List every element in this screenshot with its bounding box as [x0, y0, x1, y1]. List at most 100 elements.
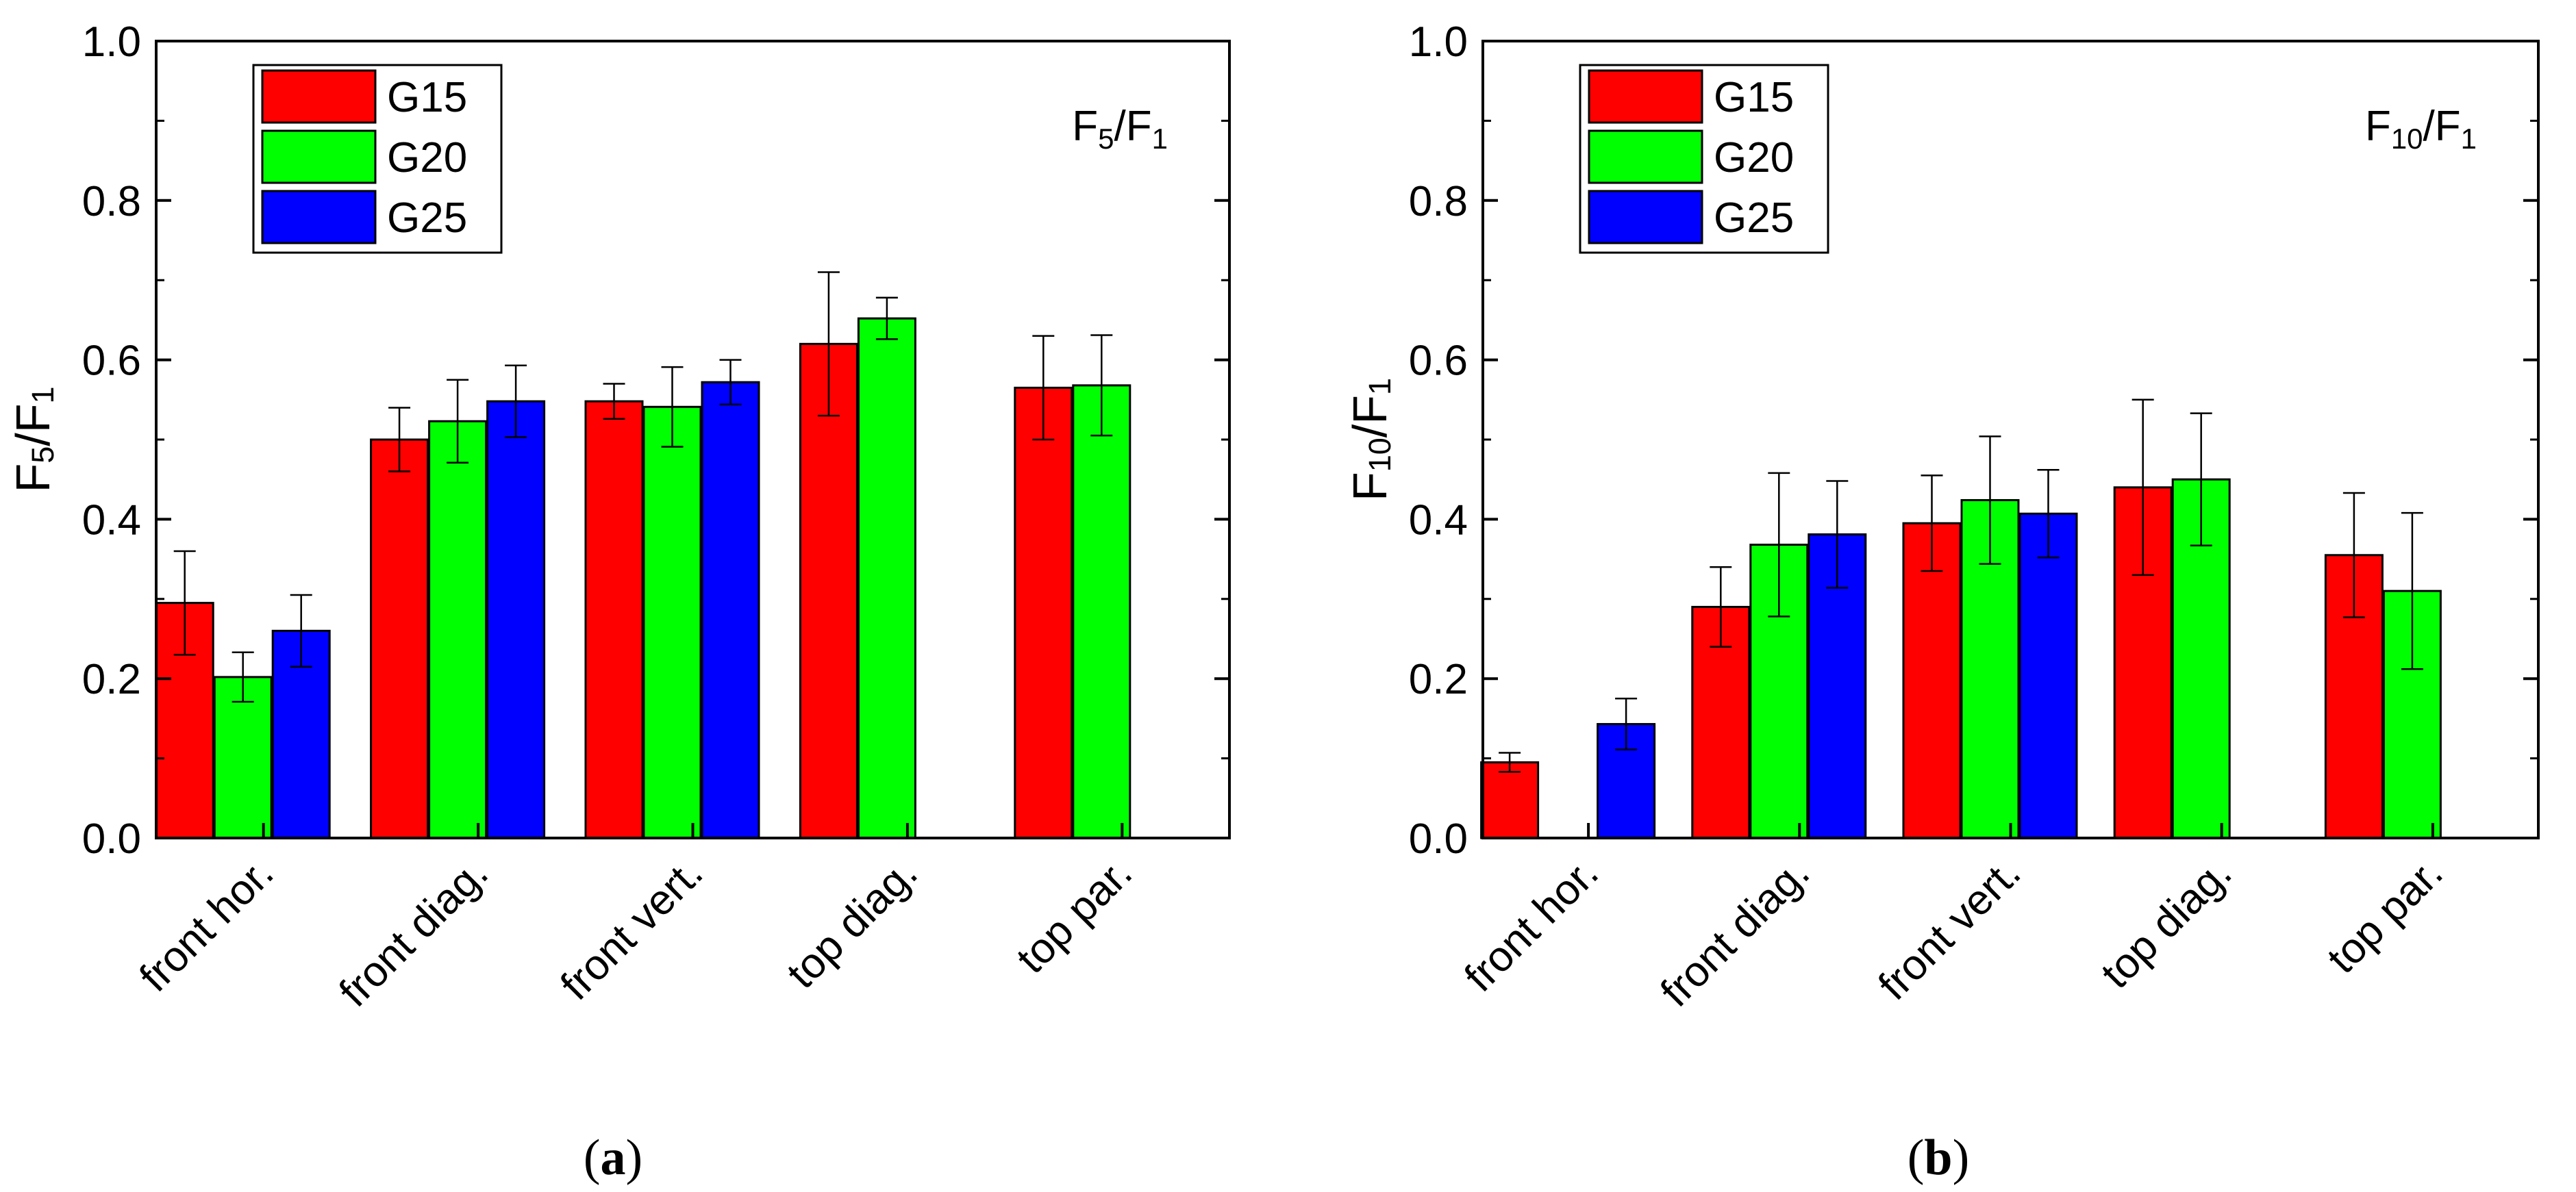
legend: G15 G20 G25	[1579, 64, 1829, 254]
legend-label-g20: G20	[387, 134, 467, 181]
y-tick-label: 1.0	[82, 18, 141, 66]
error-bar-g15-front-hor	[1499, 752, 1521, 773]
panel-caption-letter: a	[601, 1130, 626, 1186]
error-bar-g20-top-par	[2401, 511, 2423, 670]
bar-g25-front-hor	[1597, 723, 1656, 839]
x-tick-label-top-par: top par.	[1008, 849, 1141, 982]
legend: G15 G20 G25	[252, 64, 503, 254]
error-bar-g25-front-diag	[1826, 480, 1849, 589]
error-bar-g25-front-hor	[1615, 698, 1638, 751]
bar-g15-front-hor	[1480, 761, 1540, 839]
error-bar-g15-front-diag	[1710, 566, 1732, 648]
legend-swatch-g15	[1588, 69, 1703, 124]
y-tick-label: 0.2	[82, 656, 141, 703]
bar-g15-front-diag	[370, 438, 429, 839]
legend-label-g20: G20	[1714, 134, 1794, 181]
legend-label-g15: G15	[1714, 74, 1794, 121]
bar-g15-top-par	[1014, 386, 1073, 839]
y-axis-label-main: F	[1343, 472, 1397, 501]
panel-caption: (b)	[1908, 1130, 1969, 1186]
y-axis-label-mid: /F	[1343, 395, 1397, 438]
y-tick-label: 0.0	[82, 815, 141, 863]
error-bar-g15-top-par	[2342, 492, 2365, 618]
bar-g20-top-diag	[857, 317, 916, 839]
error-bar-g20-top-diag	[2190, 412, 2212, 547]
x-tick-label-front-vert: front vert.	[551, 849, 712, 1009]
x-tick-label-front-vert: front vert.	[1869, 849, 2029, 1009]
legend-swatch-g20	[1588, 129, 1703, 184]
y-tick-label: 1.0	[1409, 18, 1468, 66]
error-bar-g15-front-hor	[173, 550, 196, 656]
y-axis-label-sub1: 5	[25, 446, 60, 464]
y-tick-label: 0.8	[1409, 178, 1468, 225]
panel-caption-close: )	[626, 1130, 643, 1186]
bar-g15-front-vert	[584, 400, 644, 839]
y-axis-label: F10/F1	[1343, 378, 1397, 501]
y-axis-label-main: F	[6, 464, 60, 493]
y-axis-label-mid: /F	[6, 404, 60, 446]
x-tick-label-front-diag: front diag.	[1651, 849, 1818, 1016]
x-tick-label-top-diag: top diag.	[2092, 849, 2241, 998]
legend-label-g25: G25	[387, 194, 467, 242]
error-bar-g20-top-diag	[875, 296, 898, 340]
panel-b: 0.0 0.2 0.4 0.6 0.8 1.0 front hor. front diag. f…	[1343, 18, 2540, 1186]
y-tick-label: 0.8	[82, 178, 141, 225]
y-tick-label: 0.4	[82, 496, 141, 544]
ratio-annotation-main: F	[2365, 103, 2391, 150]
x-tick-label-front-hor: front hor.	[1455, 849, 1608, 1001]
panel-caption: (a)	[584, 1130, 642, 1186]
x-tick-label-top-par: top par.	[2318, 849, 2452, 982]
y-axis-label-sub2: 1	[25, 386, 60, 403]
ratio-annotation-sub2: 1	[1152, 123, 1168, 155]
error-bar-g15-top-par	[1032, 335, 1055, 441]
bar-g20-front-diag	[428, 420, 488, 839]
y-axis-label-sub2: 1	[1362, 378, 1397, 395]
legend-swatch-g25	[261, 190, 377, 244]
error-bar-g20-front-vert	[661, 366, 684, 448]
ratio-annotation-main: F	[1072, 103, 1098, 150]
error-bar-g25-front-vert	[719, 359, 742, 406]
y-tick-label: 0.6	[1409, 338, 1468, 385]
bar-g15-top-diag	[799, 342, 858, 839]
bar-g20-front-vert	[642, 405, 702, 839]
panel-caption-close: )	[1953, 1130, 1970, 1186]
y-axis-label: F5/F1	[6, 386, 60, 492]
error-bar-g25-front-hor	[290, 594, 312, 668]
x-tick-label-front-hor: front hor.	[131, 849, 283, 1001]
y-tick-label: 0.4	[1409, 496, 1468, 544]
ratio-annotation-sub2: 1	[2461, 123, 2477, 155]
bar-g15-front-vert	[1902, 522, 1962, 839]
error-bar-g20-front-vert	[1979, 435, 2001, 565]
bar-g25-front-vert	[701, 381, 760, 839]
bar-g25-front-vert	[2018, 512, 2078, 839]
ratio-annotation-mid: /F	[1114, 103, 1152, 150]
legend-swatch-g25	[1588, 190, 1703, 244]
legend-swatch-g15	[261, 69, 377, 124]
y-axis-label-sub1: 10	[1362, 438, 1397, 472]
y-tick-label: 0.0	[1409, 815, 1468, 863]
error-bar-g15-front-vert	[1921, 474, 1943, 572]
error-bar-g25-front-vert	[2037, 468, 2060, 559]
panel-caption-letter: b	[1924, 1130, 1952, 1186]
error-bar-g15-top-diag	[817, 271, 840, 417]
error-bar-g25-front-diag	[505, 364, 527, 438]
ratio-annotation-sub1: 10	[2391, 123, 2423, 155]
y-tick-label: 0.2	[1409, 656, 1468, 703]
y-tick-label: 0.6	[82, 338, 141, 385]
x-tick-label-front-diag: front diag.	[330, 849, 497, 1016]
panel-caption-open: (	[1908, 1130, 1925, 1186]
error-bar-g15-front-vert	[603, 383, 625, 420]
bar-g20-top-par	[1072, 384, 1131, 839]
ratio-annotation: F5/F1	[1072, 103, 1168, 155]
error-bar-g15-front-diag	[388, 407, 411, 472]
error-bar-g20-front-diag	[1768, 472, 1790, 618]
ratio-annotation-sub1: 5	[1098, 123, 1114, 155]
bar-g25-front-diag	[486, 400, 546, 839]
x-tick-label-top-diag: top diag.	[778, 849, 927, 998]
panel-a: 0.0 0.2 0.4 0.6 0.8 1.0 front hor. front diag. f…	[6, 18, 1231, 1186]
legend-label-g25: G25	[1714, 194, 1794, 242]
legend-label-g15: G15	[387, 74, 467, 121]
panel-caption-open: (	[584, 1130, 601, 1186]
error-bar-g15-top-diag	[2131, 398, 2154, 576]
